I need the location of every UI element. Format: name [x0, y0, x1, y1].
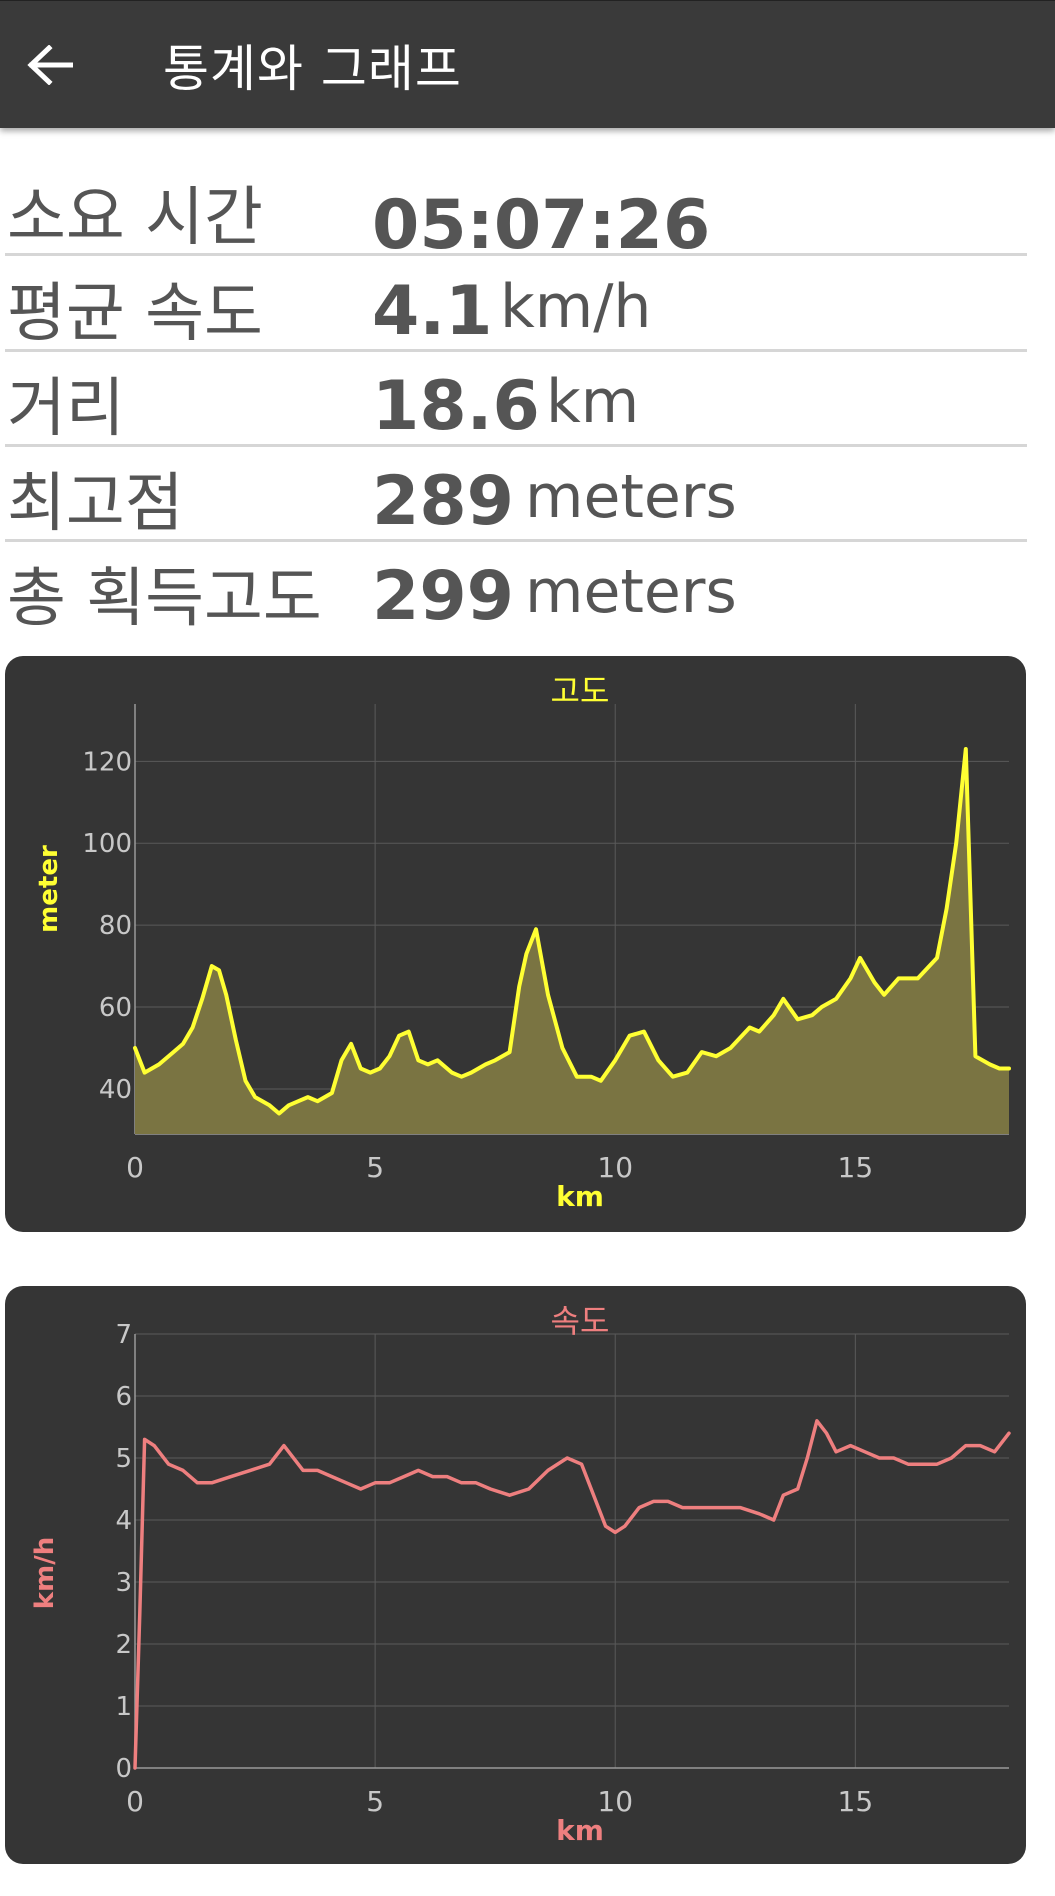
x-tick-label: 0 [126, 1151, 144, 1184]
y-tick-label: 80 [99, 911, 132, 941]
stat-label: 소요 시간 [7, 181, 263, 255]
stat-unit: km/h [500, 272, 652, 342]
y-tick-label: 5 [115, 1444, 132, 1474]
stat-row-distance: 거리 18.6 km [5, 351, 1027, 447]
area-fill [135, 749, 1009, 1134]
stat-unit: km [546, 367, 640, 437]
x-axis-label: km [556, 1180, 604, 1213]
series-line [133, 747, 1011, 1116]
elevation-chart: 40 60 80 100 120 0 5 10 15 고도 km meter [34, 672, 1011, 1213]
stat-row-avg-speed: 평균 속도 4.1 km/h [5, 256, 1027, 352]
y-axis-label: km/h [30, 1537, 60, 1609]
y-tick-label: 2 [115, 1630, 132, 1660]
y-tick-label: 120 [82, 747, 132, 777]
back-button[interactable] [18, 27, 82, 103]
y-axis-label: meter [34, 845, 64, 933]
y-tick-label: 3 [115, 1568, 132, 1598]
x-tick-label: 5 [366, 1785, 384, 1818]
stat-row-duration: 소요 시간 05:07:26 [5, 160, 1027, 256]
x-tick-label: 10 [597, 1151, 633, 1184]
stat-row-max-elevation: 최고점 289 meters [5, 446, 1027, 542]
stat-value: 299 [372, 557, 514, 633]
y-tick-label: 40 [99, 1075, 132, 1105]
x-tick-label: 10 [597, 1785, 633, 1818]
stat-value: 05:07:26 [372, 186, 711, 256]
x-tick-label: 15 [838, 1785, 874, 1818]
stat-label: 최고점 [7, 467, 184, 541]
stat-label: 평균 속도 [7, 277, 263, 351]
x-axis-label: km [556, 1814, 604, 1847]
x-tick-label: 15 [838, 1151, 874, 1184]
y-tick-label: 100 [82, 829, 132, 859]
stat-label: 총 획득고도 [7, 562, 322, 634]
chart-title: 속도 [551, 1302, 610, 1340]
y-tick-label: 7 [115, 1320, 132, 1350]
arrow-left-icon [27, 45, 73, 85]
series-line [133, 1419, 1011, 1770]
y-tick-label: 60 [99, 993, 132, 1023]
stat-unit: meters [525, 557, 737, 627]
stat-value: 289 [372, 462, 514, 538]
stat-value: 18.6 [372, 367, 540, 443]
stat-unit: meters [525, 462, 737, 532]
stat-row-elevation-gain: 총 획득고도 299 meters [5, 541, 1027, 634]
y-tick-label: 6 [115, 1382, 132, 1412]
x-tick-label: 0 [126, 1785, 144, 1818]
elevation-chart-card: 40 60 80 100 120 0 5 10 15 고도 km meter [5, 656, 1026, 1232]
page-title: 통계와 그래프 [163, 39, 462, 98]
x-tick-label: 5 [366, 1151, 384, 1184]
y-tick-label: 1 [115, 1692, 132, 1722]
y-tick-label: 4 [115, 1506, 132, 1536]
y-tick-label: 0 [115, 1754, 132, 1784]
stat-value: 4.1 [372, 272, 493, 348]
stat-label: 거리 [7, 372, 125, 446]
app-bar: 통계와 그래프 [0, 0, 1055, 128]
chart-title: 고도 [551, 672, 610, 710]
speed-chart: 0 1 2 3 4 5 6 7 0 5 10 15 속도 km km/h [30, 1302, 1011, 1847]
speed-chart-card: 0 1 2 3 4 5 6 7 0 5 10 15 속도 km km/h [5, 1286, 1026, 1864]
